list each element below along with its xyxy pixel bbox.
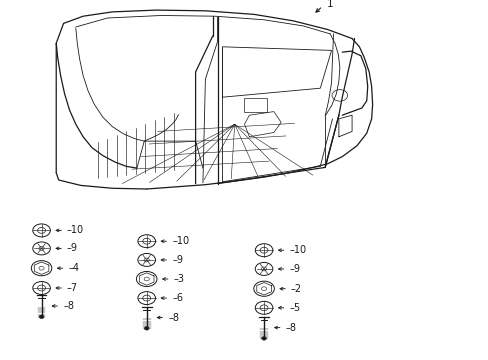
Text: –2: –2: [290, 284, 302, 294]
Bar: [244, 98, 266, 112]
Text: –7: –7: [67, 283, 78, 293]
Text: –8: –8: [63, 301, 74, 311]
Text: 1: 1: [326, 0, 333, 9]
Text: –4: –4: [68, 263, 79, 273]
Text: –6: –6: [172, 293, 183, 303]
Circle shape: [144, 327, 149, 330]
Text: –10: –10: [67, 225, 84, 235]
Circle shape: [261, 337, 266, 340]
Circle shape: [39, 315, 44, 319]
Text: –8: –8: [168, 312, 179, 323]
Text: –10: –10: [172, 236, 189, 246]
Text: –9: –9: [172, 255, 183, 265]
Text: –10: –10: [289, 245, 306, 255]
Text: –5: –5: [289, 303, 300, 313]
Text: –3: –3: [173, 274, 184, 284]
Text: –9: –9: [289, 264, 300, 274]
Text: –8: –8: [285, 323, 296, 333]
Text: –9: –9: [67, 243, 78, 253]
